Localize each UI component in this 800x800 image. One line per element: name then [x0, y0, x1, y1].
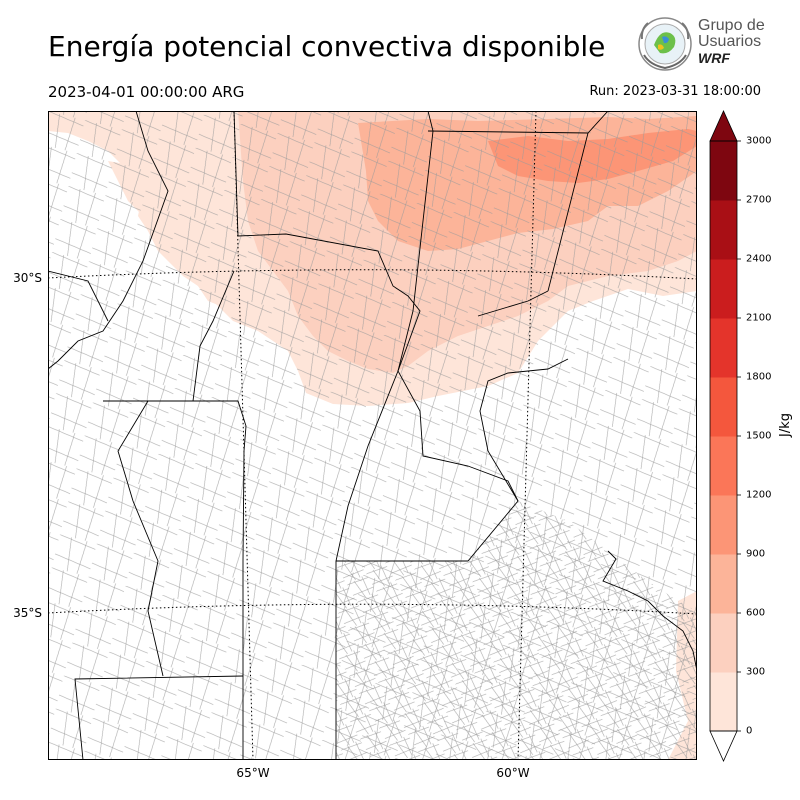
province-boundaries	[48, 111, 609, 760]
colorbar-tick-label: 0	[746, 725, 753, 737]
map-frame	[48, 111, 697, 760]
colorbar	[700, 108, 800, 768]
colorbar-tick-label: 3000	[746, 135, 772, 147]
colorbar-tick-label: 900	[746, 548, 766, 560]
colorbar-tick-label: 1800	[746, 371, 772, 383]
colorbar-segment	[710, 141, 737, 201]
run-time: Run: 2023-03-31 18:00:00	[589, 84, 761, 99]
logo-text: Grupo de Usuarios WRF	[698, 17, 765, 67]
graticule-lon-65w	[233, 111, 254, 760]
colorbar-segment	[710, 672, 737, 732]
lat-label-30s: 30°S	[13, 271, 42, 285]
colorbar-extend-min	[709, 730, 738, 762]
logo-line-2: Usuarios	[698, 33, 762, 50]
graticule	[48, 111, 697, 760]
colorbar-tick-label: 600	[746, 607, 766, 619]
cape-map[interactable]	[48, 111, 697, 760]
lat-label-35s: 35°S	[13, 606, 42, 620]
cape-map-svg	[48, 111, 697, 760]
logo-line-1: Grupo de	[698, 17, 765, 34]
colorbar-segment	[710, 613, 737, 673]
colorbar-tick-label: 2100	[746, 312, 772, 324]
buenos-aires-partidos-layer	[336, 501, 697, 760]
colorbar-tick-label: 1200	[746, 489, 772, 501]
logo-emblem-icon	[638, 17, 692, 71]
colorbar-svg	[709, 110, 741, 762]
valid-time: 2023-04-01 00:00:00 ARG	[48, 83, 245, 101]
graticule-lon-60w	[517, 111, 537, 760]
colorbar-extend-max	[709, 110, 738, 142]
lon-label-65w: 65°W	[236, 766, 270, 780]
colorbar-segment	[710, 495, 737, 555]
colorbar-segment	[710, 554, 737, 614]
coastline	[602, 550, 697, 672]
wrf-users-logo: Grupo de Usuarios WRF	[636, 15, 766, 75]
logo-line-3: WRF	[698, 50, 730, 66]
colorbar-tick-label: 1500	[746, 430, 772, 442]
colorbar-tick-label: 2700	[746, 194, 772, 206]
colorbar-unit: J/kg	[778, 413, 793, 437]
colorbar-segment	[710, 259, 737, 319]
page-title: Energía potencial convectiva disponible	[48, 30, 606, 63]
colorbar-segment	[710, 436, 737, 496]
colorbar-segment	[710, 377, 737, 437]
colorbar-segment	[710, 200, 737, 260]
colorbar-tick-label: 2400	[746, 253, 772, 265]
graticule-lat-30s	[48, 269, 697, 280]
colorbar-tick-label: 300	[746, 666, 766, 678]
lon-label-60w: 60°W	[496, 766, 530, 780]
colorbar-segment	[710, 318, 737, 378]
graticule-lat-35s	[48, 603, 697, 615]
